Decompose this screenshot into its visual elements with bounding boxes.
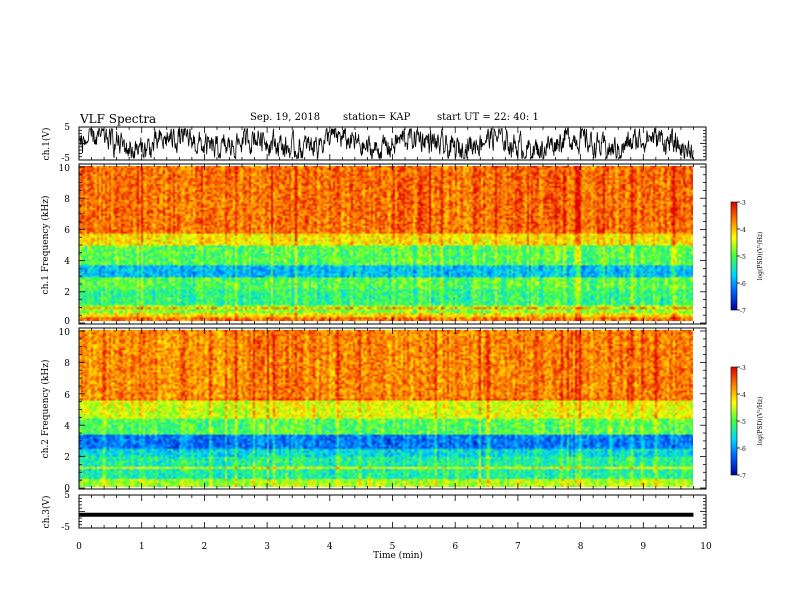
xtick-6: 6 xyxy=(452,542,458,552)
cbar2-tick-minus7: -7 xyxy=(740,473,746,480)
xtick-8: 8 xyxy=(578,542,584,552)
ch1-waveform-ylabel: ch.1(V) xyxy=(41,128,52,161)
colorbar-ch2: -3 -4 -5 -6 -7 log(PSD)(V²/Hz) xyxy=(730,365,764,480)
ch1-ytick-0: 0 xyxy=(64,317,70,327)
cbar1-tick-minus6: -6 xyxy=(740,281,746,288)
station-label: station= KAP xyxy=(343,112,411,123)
ch3-ytick-5: 5 xyxy=(64,491,70,501)
xtick-3: 3 xyxy=(264,542,270,552)
ch1-ytick-6: 6 xyxy=(64,226,70,236)
cbar1-tick-minus4: -4 xyxy=(740,227,746,234)
ch2-spectrogram xyxy=(79,330,693,487)
ch1-waveform-line xyxy=(79,127,694,160)
ch1-spectrogram-image xyxy=(79,166,693,321)
ch1-ytick-5: 5 xyxy=(64,123,70,133)
xtick-0: 0 xyxy=(76,542,82,552)
cbar1-label: log(PSD)(V²/Hz) xyxy=(757,232,764,281)
colorbar-ch1: -3 -4 -5 -6 -7 log(PSD)(V²/Hz) xyxy=(730,200,764,315)
ch2-ytick-10: 10 xyxy=(59,328,71,338)
cbar1-tick-minus7: -7 xyxy=(740,308,746,315)
date-label: Sep. 19, 2018 xyxy=(250,112,321,123)
colorbar-ch2-gradient xyxy=(730,366,738,476)
xtick-1: 1 xyxy=(139,542,145,552)
ch2-ytick-6: 6 xyxy=(64,391,70,401)
cbar2-tick-minus6: -6 xyxy=(740,446,746,453)
xtick-4: 4 xyxy=(327,542,333,552)
xtick-5: 5 xyxy=(390,542,396,552)
ch2-spectrogram-channel-label: ch.2 Frequency (kHz) xyxy=(40,360,51,459)
chart-title: VLF Spectra xyxy=(80,112,157,126)
cbar2-tick-minus3: -3 xyxy=(740,365,746,372)
axis-ticks xyxy=(78,126,740,529)
ch1-ytick-minus5: -5 xyxy=(61,154,70,164)
ch3-ytick-minus5: -5 xyxy=(61,523,70,533)
cbar2-tick-minus4: -4 xyxy=(740,392,746,399)
ch2-ytick-0: 0 xyxy=(64,484,70,494)
ch1-spectrogram xyxy=(79,166,693,321)
ch2-ytick-2: 2 xyxy=(64,453,70,463)
xtick-10: 10 xyxy=(700,542,712,552)
ch1-ytick-2: 2 xyxy=(64,288,70,298)
cbar1-tick-minus5: -5 xyxy=(740,254,746,261)
ch1-ytick-10: 10 xyxy=(59,164,71,174)
xaxis-label: Time (min) xyxy=(373,550,423,561)
ch1-ytick-8: 8 xyxy=(64,195,70,205)
cbar1-tick-minus3: -3 xyxy=(740,200,746,207)
ch3-waveform-ylabel: ch.3(V) xyxy=(41,496,52,529)
ch1-ytick-4: 4 xyxy=(64,257,70,267)
ch2-spectrogram-image xyxy=(79,330,693,487)
colorbar-ch1-gradient xyxy=(730,201,738,311)
xtick-2: 2 xyxy=(202,542,208,552)
ch2-ytick-4: 4 xyxy=(64,422,70,432)
cbar2-tick-minus5: -5 xyxy=(740,419,746,426)
ch2-ytick-8: 8 xyxy=(64,359,70,369)
start-time-label: start UT = 22: 40: 1 xyxy=(437,112,539,123)
ch1-spectrogram-channel-label: ch.1 Frequency (kHz) xyxy=(40,196,51,295)
xtick-9: 9 xyxy=(640,542,646,552)
xtick-7: 7 xyxy=(515,542,521,552)
cbar2-label: log(PSD)(V²/Hz) xyxy=(757,397,764,446)
